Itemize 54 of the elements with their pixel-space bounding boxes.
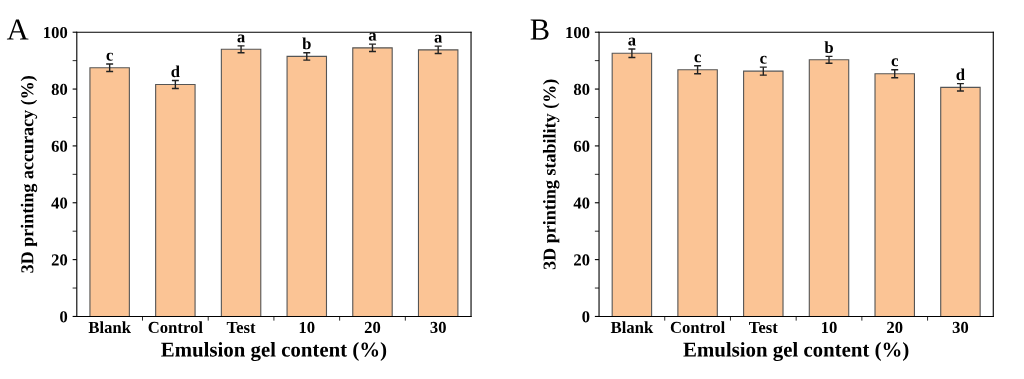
annotation: d: [171, 65, 180, 78]
y-tick-label: 0: [582, 311, 590, 323]
y-tick-label: 20: [51, 254, 68, 266]
annotation: b: [302, 37, 311, 50]
x-tick-label: Test: [749, 321, 778, 334]
annotation: c: [694, 54, 701, 63]
x-tick-label: Test: [226, 321, 256, 334]
annotation: a: [237, 34, 245, 43]
annotation: b: [824, 41, 833, 53]
x-tick-label: 20: [887, 321, 903, 334]
bar: [611, 52, 653, 317]
bar: [940, 86, 981, 317]
y-tick-label: 60: [51, 140, 68, 152]
x-tick-label: 10: [299, 321, 315, 334]
y-tick-label: 40: [573, 197, 590, 209]
y-axis-title: 3D printing stability (%): [542, 79, 560, 270]
x-tick-label: 30: [430, 321, 446, 334]
bar: [89, 67, 130, 317]
y-tick-label: 80: [51, 83, 68, 96]
y-tick-label: 0: [60, 311, 68, 323]
y-axis-title: 3D printing accuracy (%): [20, 76, 38, 273]
y-tick-label: 80: [573, 83, 590, 96]
x-tick-label: 20: [364, 321, 381, 334]
x-axis-title: Emulsion gel content (%): [161, 342, 387, 362]
bar: [220, 48, 262, 317]
bar: [743, 70, 784, 317]
x-tick-label: Blank: [88, 321, 131, 334]
y-tick-label: 100: [566, 26, 590, 39]
bar: [286, 55, 328, 317]
x-tick-label: 30: [952, 321, 969, 334]
chart-title: B: [530, 19, 549, 40]
bar: [417, 49, 459, 317]
annotation: a: [434, 34, 443, 43]
y-tick-label: 40: [51, 197, 68, 209]
annotation: a: [628, 37, 636, 46]
x-tick-label: 10: [822, 321, 837, 334]
x-tick-label: Control: [670, 321, 725, 334]
bar: [352, 47, 393, 317]
y-tick-label: 20: [574, 254, 590, 266]
chart-title: A: [6, 19, 29, 40]
annotation: c: [891, 58, 898, 67]
bar: [874, 73, 915, 317]
annotation: d: [956, 68, 965, 81]
y-tick-label: 60: [573, 140, 590, 152]
bar: [677, 69, 718, 317]
annotation: c: [106, 52, 113, 61]
bar: [808, 59, 850, 317]
y-tick-label: 100: [44, 26, 68, 39]
bar: [155, 83, 196, 317]
x-tick-label: Blank: [610, 321, 654, 334]
annotation: a: [368, 32, 377, 41]
x-axis-title: Emulsion gel content (%): [683, 342, 909, 362]
x-tick-label: Control: [148, 321, 203, 334]
annotation: c: [760, 55, 767, 64]
